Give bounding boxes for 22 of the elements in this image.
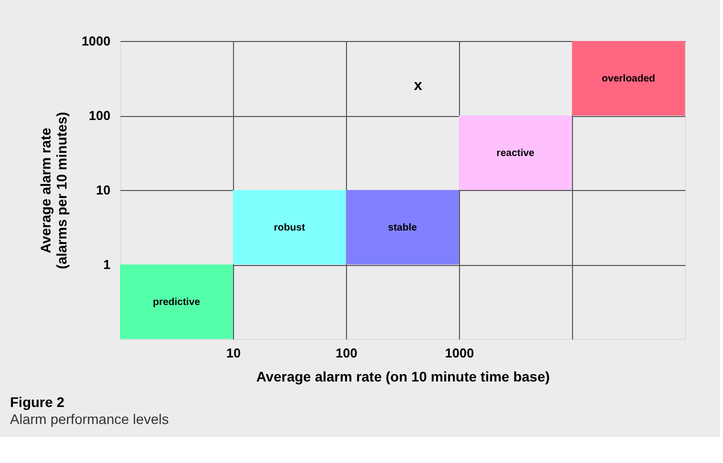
bar: [120, 264, 233, 339]
data-label: reactive: [496, 148, 535, 159]
y-tick-label: 10: [96, 182, 110, 198]
text: Figure 2: [10, 394, 65, 410]
bar: [232, 190, 346, 264]
x-tick-label: 1000: [445, 346, 474, 360]
bar: [458, 116, 572, 190]
text: Alarm performance levels: [10, 411, 169, 427]
bar: [572, 41, 685, 116]
x-tick-label: 100: [336, 346, 358, 360]
x-axis-title: Average alarm rate (on 10 minute time base): [256, 368, 550, 384]
y-axis-title: Average alarm rate (alarms per 10 minutes): [38, 112, 70, 270]
x-tick-label: 10: [226, 346, 241, 360]
data-label: stable: [388, 222, 418, 234]
data-label: robust: [274, 222, 306, 234]
data-label: overloaded: [602, 73, 656, 84]
annotation: x: [414, 77, 423, 94]
data-label: predictive: [152, 296, 201, 308]
y-tick-label: 1: [103, 257, 110, 272]
y-tick-label: 1000: [82, 34, 110, 48]
bar: [346, 190, 459, 264]
y-tick-label: 100: [88, 108, 110, 123]
